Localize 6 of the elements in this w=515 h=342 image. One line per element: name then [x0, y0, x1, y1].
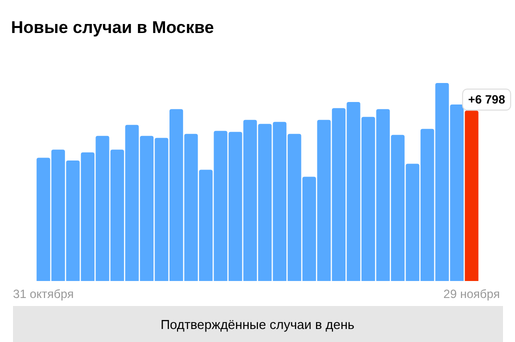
bar: [464, 110, 478, 281]
x-tick-label: 31 октября: [13, 287, 74, 301]
text: Подтверждённые случаи в день: [160, 317, 355, 332]
data-label: +6 798: [468, 92, 506, 107]
x-tick-label: 29 ноября: [443, 287, 500, 301]
chart-title: Новые случаи в Москве: [11, 18, 214, 37]
